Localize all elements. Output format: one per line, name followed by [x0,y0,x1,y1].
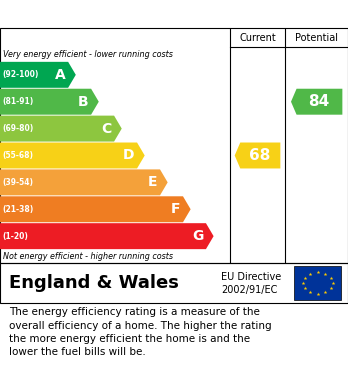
Polygon shape [0,142,145,169]
Text: Potential: Potential [295,32,338,43]
Polygon shape [291,89,342,115]
Polygon shape [0,89,99,115]
Polygon shape [0,196,191,222]
Text: D: D [123,149,134,163]
Text: 84: 84 [308,94,330,109]
Text: Very energy efficient - lower running costs: Very energy efficient - lower running co… [3,50,173,59]
Text: (81-91): (81-91) [2,97,33,106]
Polygon shape [0,223,214,249]
Text: B: B [78,95,88,109]
Text: England & Wales: England & Wales [9,274,179,292]
Polygon shape [0,62,76,88]
Text: C: C [101,122,111,136]
Text: (1-20): (1-20) [2,231,28,240]
Text: A: A [55,68,65,82]
Text: Current: Current [239,32,276,43]
Text: 68: 68 [249,148,270,163]
Text: E: E [148,176,157,189]
Text: (39-54): (39-54) [2,178,33,187]
Text: Energy Efficiency Rating: Energy Efficiency Rating [9,7,200,21]
Text: (92-100): (92-100) [2,70,39,79]
Text: G: G [192,229,203,243]
Text: (21-38): (21-38) [2,205,33,214]
Text: The energy efficiency rating is a measure of the
overall efficiency of a home. T: The energy efficiency rating is a measur… [9,307,271,357]
Text: (55-68): (55-68) [2,151,33,160]
Text: (69-80): (69-80) [2,124,33,133]
Polygon shape [235,142,280,169]
Text: F: F [171,202,180,216]
Text: EU Directive: EU Directive [221,272,281,282]
Polygon shape [0,116,122,142]
Polygon shape [0,169,168,196]
Text: Not energy efficient - higher running costs: Not energy efficient - higher running co… [3,252,173,261]
Text: 2002/91/EC: 2002/91/EC [221,285,277,295]
Bar [294,266,341,300]
